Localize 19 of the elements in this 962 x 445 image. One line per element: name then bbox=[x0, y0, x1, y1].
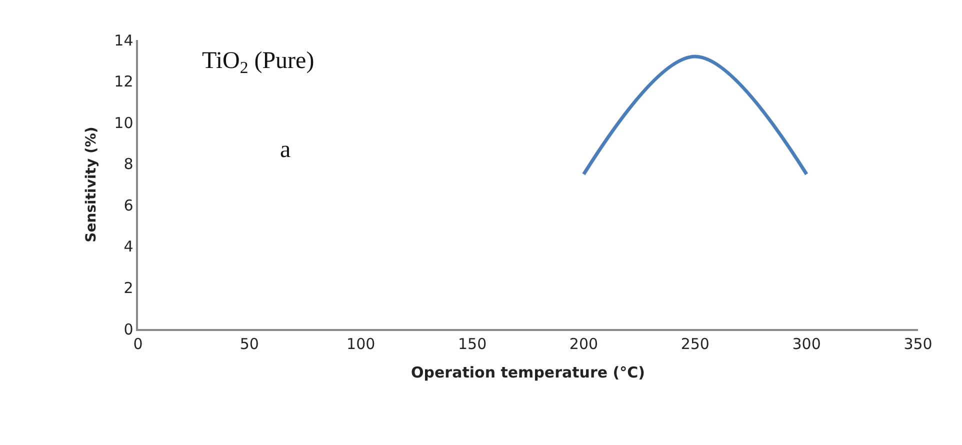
y-tick-label: 2 bbox=[124, 278, 134, 297]
x-tick-label: 300 bbox=[792, 334, 821, 353]
y-tick-label: 14 bbox=[114, 31, 134, 50]
annotation: TiO$_{2}$ (Pure) bbox=[202, 48, 314, 78]
x-tick-label: 150 bbox=[458, 334, 487, 353]
y-tick-label: 12 bbox=[114, 72, 134, 91]
y-axis-title: Sensitivity (%) bbox=[83, 126, 100, 242]
x-tick-label: 350 bbox=[904, 334, 932, 353]
annotation: a bbox=[280, 137, 291, 163]
y-tick-label: 4 bbox=[124, 238, 134, 256]
y-tick-label: 8 bbox=[124, 155, 134, 174]
x-tick-label: 50 bbox=[240, 334, 259, 353]
x-tick-label: 250 bbox=[680, 334, 710, 353]
y-tick-label: 0 bbox=[124, 320, 134, 338]
y-tick-label: 10 bbox=[114, 114, 134, 132]
x-axis-title: Operation temperature (°C) bbox=[411, 363, 645, 382]
x-tick-label: 200 bbox=[569, 334, 598, 353]
y-tick-label: 6 bbox=[124, 196, 134, 214]
x-tick-label: 100 bbox=[346, 334, 376, 353]
